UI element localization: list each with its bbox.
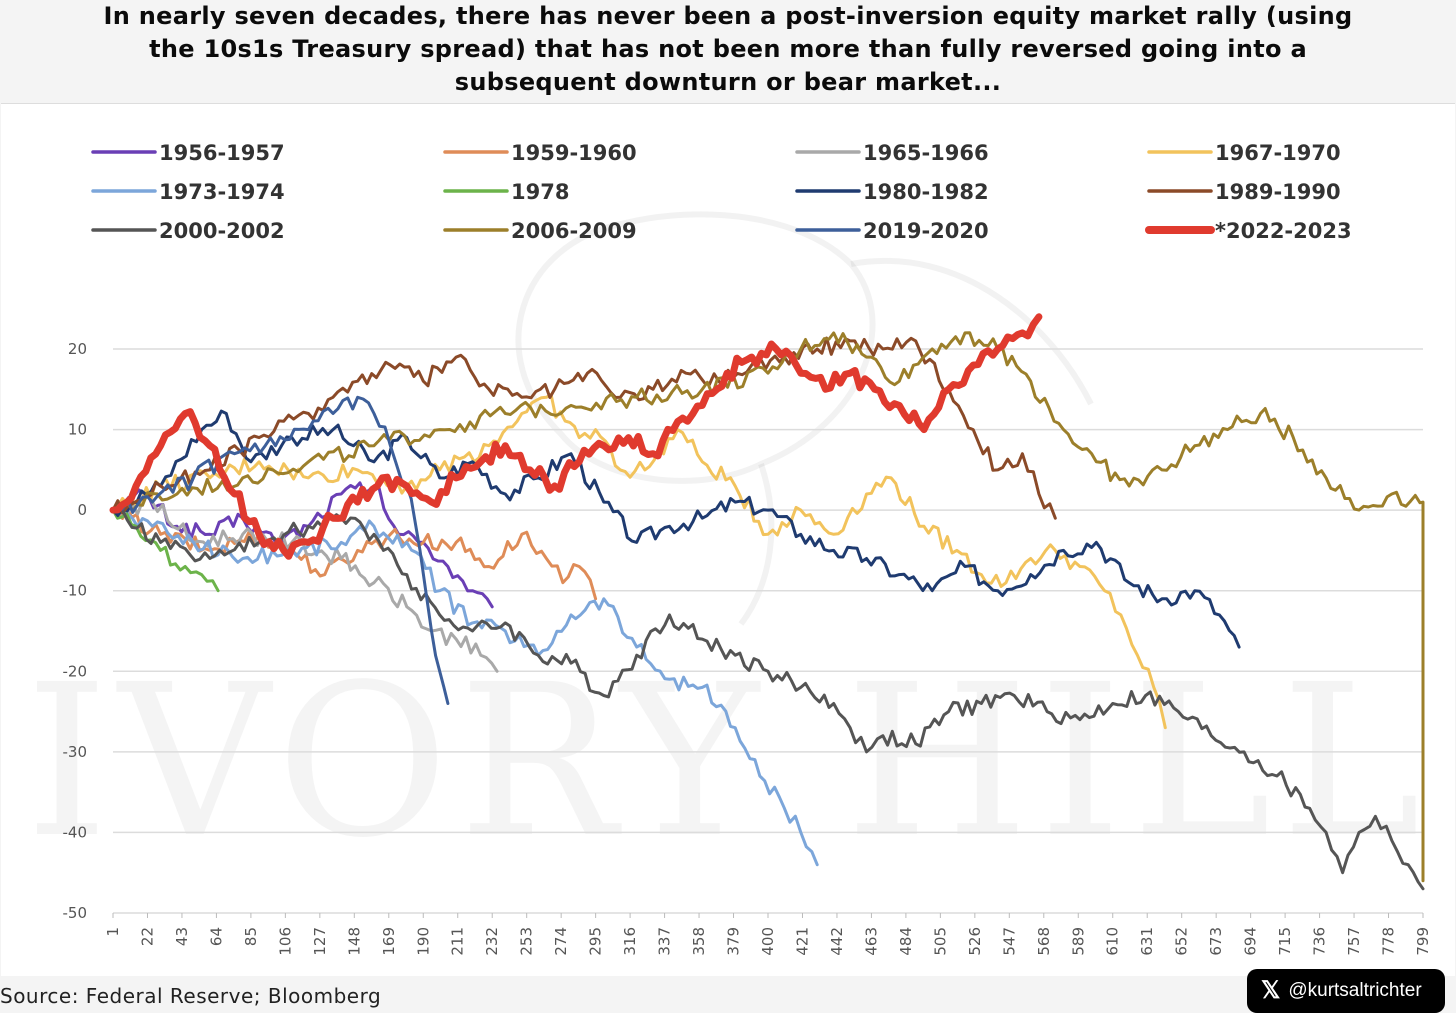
x-tick-label: 673	[1207, 927, 1225, 956]
elephant-watermark-icon	[515, 211, 1094, 626]
y-tick-label: -50	[63, 904, 88, 922]
x-tick-label: 337	[656, 927, 674, 956]
x-tick-label: 190	[414, 927, 432, 956]
x-tick-label: 85	[242, 927, 260, 946]
series-line-7	[111, 336, 1057, 520]
legend-label: 1973-1974	[159, 180, 285, 204]
legend-label: 1965-1966	[863, 141, 989, 165]
title-line-3: subsequent downturn or bear market...	[454, 68, 1002, 96]
x-tick-label: 127	[311, 927, 329, 956]
handle-text: @kurtsaltrichter	[1288, 980, 1422, 1001]
series-line-4	[111, 508, 819, 867]
line-chart: IVORY HILL 20 10 0 -10 -20 -30 -40 -50 1 22 43 64 8…	[25, 141, 1432, 956]
x-tick-label: 652	[1173, 927, 1191, 956]
x-tick-label: 64	[207, 927, 225, 946]
series-line-6	[111, 409, 1241, 649]
source-note: Source: Federal Reserve; Bloomberg	[0, 984, 382, 1008]
legend-label: *2022-2023	[1215, 219, 1352, 243]
x-tick-label: 43	[173, 927, 191, 946]
legend-label: 2019-2020	[863, 219, 989, 243]
x-tick-label: 421	[793, 927, 811, 956]
x-tick-label: 22	[138, 927, 156, 946]
series-line-9	[111, 331, 1425, 883]
x-tick-label: 211	[449, 927, 467, 956]
legend-label: 1989-1990	[1215, 180, 1341, 204]
x-tick-label: 757	[1345, 927, 1363, 956]
x-tick-label: 106	[276, 927, 294, 956]
x-tick-label: 715	[1276, 927, 1294, 956]
y-axis: 20 10 0 -10 -20 -30 -40 -50	[63, 340, 88, 922]
legend-label: 1967-1970	[1215, 141, 1341, 165]
y-tick-label: 10	[68, 421, 87, 439]
x-tick-label: 442	[828, 927, 846, 956]
x-tick-label: 736	[1311, 927, 1329, 956]
x-tick-label: 526	[966, 927, 984, 956]
series-line-5	[111, 508, 220, 593]
x-tick-label: 316	[621, 927, 639, 956]
x-tick-label: 295	[587, 927, 605, 956]
x-tick-label: 589	[1069, 927, 1087, 956]
legend: 1956-1957 1959-1960 1965-1966 1967-1970 1973…	[91, 141, 1352, 243]
x-tick-label: 463	[862, 927, 880, 956]
x-tick-label: 547	[1000, 927, 1018, 956]
series-line-11	[109, 313, 1043, 560]
legend-label: 1956-1957	[159, 141, 285, 165]
series-lines	[109, 313, 1425, 891]
watermark: IVORY HILL	[25, 211, 1430, 884]
legend-label: 1959-1960	[511, 141, 637, 165]
legend-label: 1980-1982	[863, 180, 989, 204]
x-tick-label: 274	[552, 927, 570, 956]
x-tick-label: 694	[1242, 927, 1260, 956]
x-tick-label: 358	[690, 927, 708, 956]
x-tick-label: 148	[345, 927, 363, 956]
legend-label: 1978	[511, 180, 569, 204]
y-tick-label: -30	[63, 743, 88, 761]
title-line-1: In nearly seven decades, there has never…	[103, 2, 1353, 30]
y-tick-label: -10	[63, 582, 88, 600]
chart-title: In nearly seven decades, there has never…	[0, 0, 1456, 99]
chart-panel: IVORY HILL 20 10 0 -10 -20 -30 -40 -50 1 22 43 64 8…	[1, 103, 1455, 976]
watermark-text: IVORY HILL	[25, 639, 1430, 884]
x-logo-icon: 𝕏	[1261, 977, 1281, 1004]
x-tick-label: 631	[1138, 927, 1156, 956]
x-tick-label: 505	[931, 927, 949, 956]
y-tick-label: 20	[68, 340, 87, 358]
x-tick-label: 379	[725, 927, 743, 956]
x-tick-label: 610	[1104, 927, 1122, 956]
title-line-2: the 10s1s Treasury spread) that has not …	[149, 35, 1307, 63]
x-tick-label: 484	[897, 927, 915, 956]
x-axis: 1 22 43 64 85 106 127 148 169 190 211 232 253 274 295 3…	[104, 913, 1432, 956]
x-tick-label: 568	[1035, 927, 1053, 956]
social-handle-badge[interactable]: 𝕏 @kurtsaltrichter	[1247, 969, 1445, 1013]
legend-label: 2000-2002	[159, 219, 285, 243]
x-tick-label: 778	[1380, 927, 1398, 956]
x-tick-label: 799	[1414, 927, 1432, 956]
y-tick-label: -20	[63, 662, 88, 680]
legend-label: 2006-2009	[511, 219, 637, 243]
x-tick-label: 400	[759, 927, 777, 956]
y-tick-label: -40	[63, 823, 88, 841]
x-tick-label: 1	[104, 927, 122, 937]
y-tick-label: 0	[77, 501, 87, 519]
x-tick-label: 232	[483, 927, 501, 956]
series-line-10	[111, 395, 450, 705]
x-tick-label: 253	[518, 927, 536, 956]
x-tick-label: 169	[380, 927, 398, 956]
